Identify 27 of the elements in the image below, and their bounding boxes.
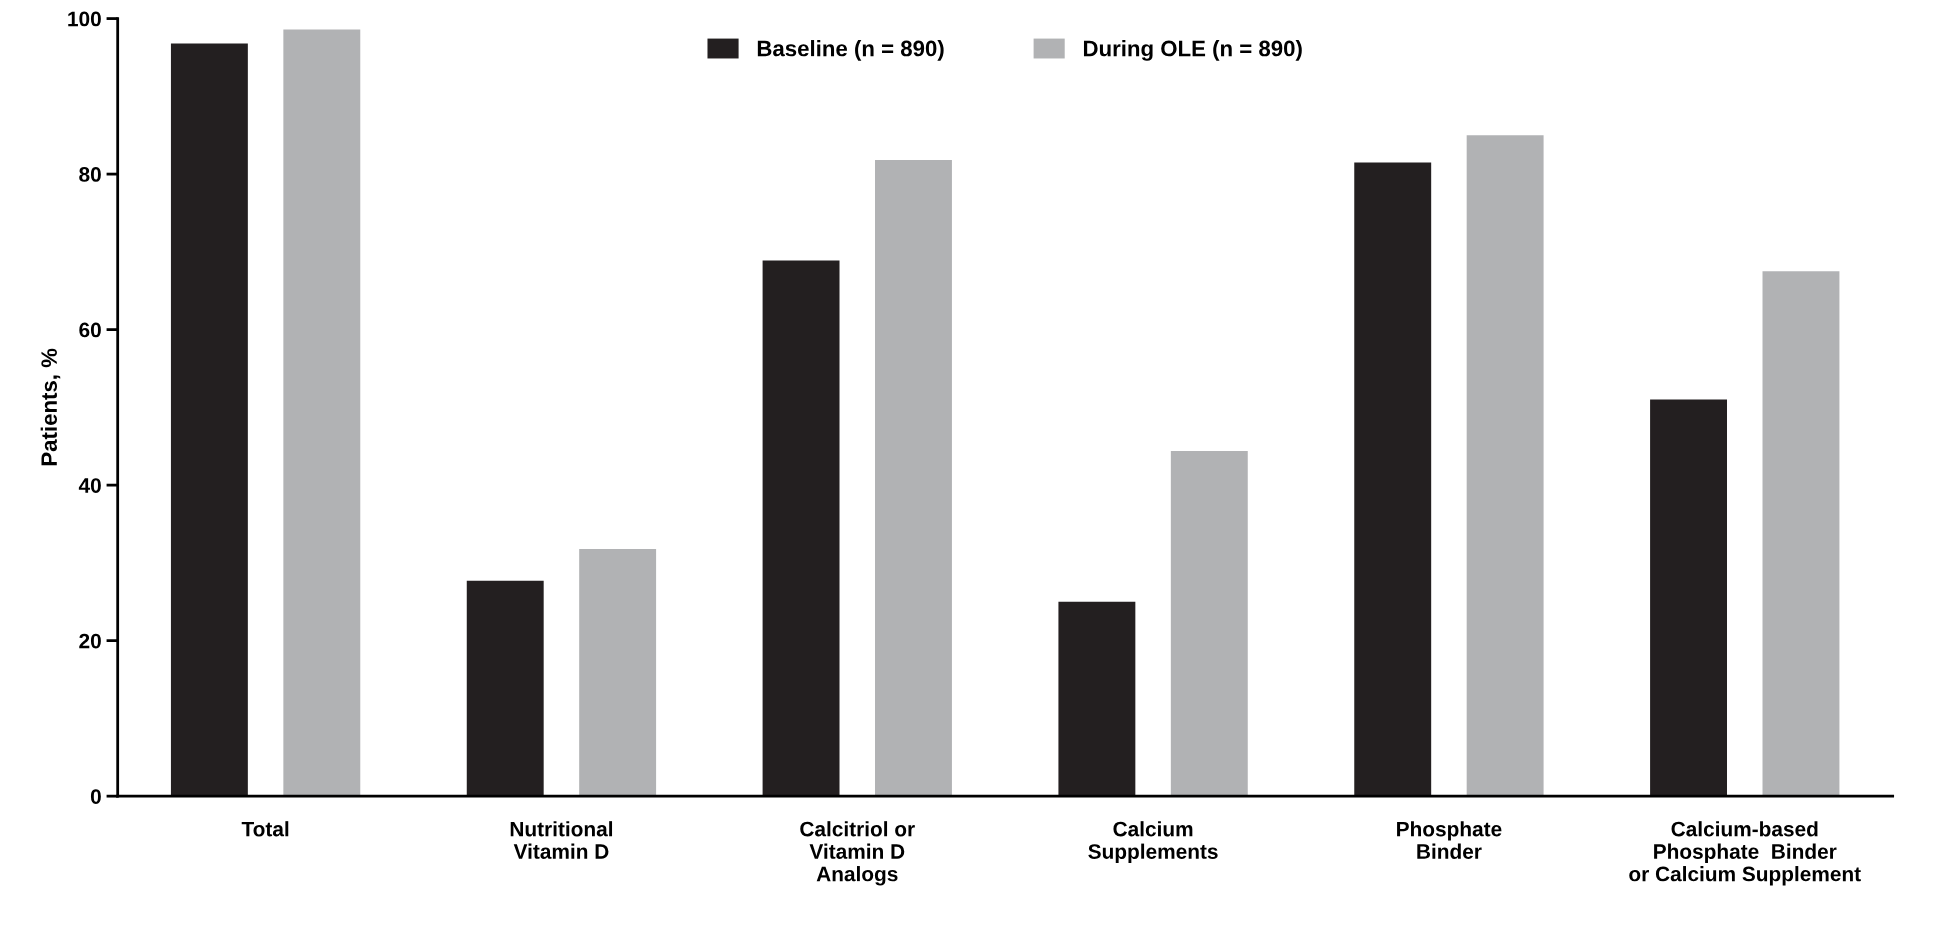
bar [1354, 162, 1432, 797]
y-tick-label: 100 [68, 11, 101, 27]
y-tick-label: 60 [79, 322, 101, 338]
legend-label: Baseline (n = 890) [757, 40, 944, 61]
bar [466, 580, 544, 797]
legend-label: During OLE (n = 890) [1083, 40, 1302, 61]
y-tick-label: 40 [78, 478, 101, 493]
bar [283, 29, 361, 797]
bar [875, 160, 952, 797]
bar [170, 43, 248, 797]
bar [762, 260, 840, 797]
x-tick-label: Phosphate Binder [1397, 821, 1502, 859]
bar [1058, 601, 1136, 797]
y-axis-title: Patients, % [40, 348, 61, 466]
y-tick-label: 20 [79, 633, 101, 649]
bar [1762, 271, 1840, 797]
x-tick-label: Calcium-based Phosphate Binder or Calcium Supplement [1629, 821, 1861, 886]
bar [1466, 135, 1544, 797]
bar [579, 548, 657, 797]
x-tick-label: Total [241, 821, 289, 837]
x-tick-label: Nutritional Vitamin D [510, 821, 613, 859]
x-tick-label: Calcium Supplements [1088, 821, 1218, 864]
y-tick-label: 80 [79, 167, 101, 182]
x-tick-label: Calcitriol or Vitamin D Analogs [800, 821, 915, 886]
bar [1650, 399, 1728, 797]
bar [1170, 450, 1248, 797]
y-tick-label: 0 [90, 789, 101, 804]
